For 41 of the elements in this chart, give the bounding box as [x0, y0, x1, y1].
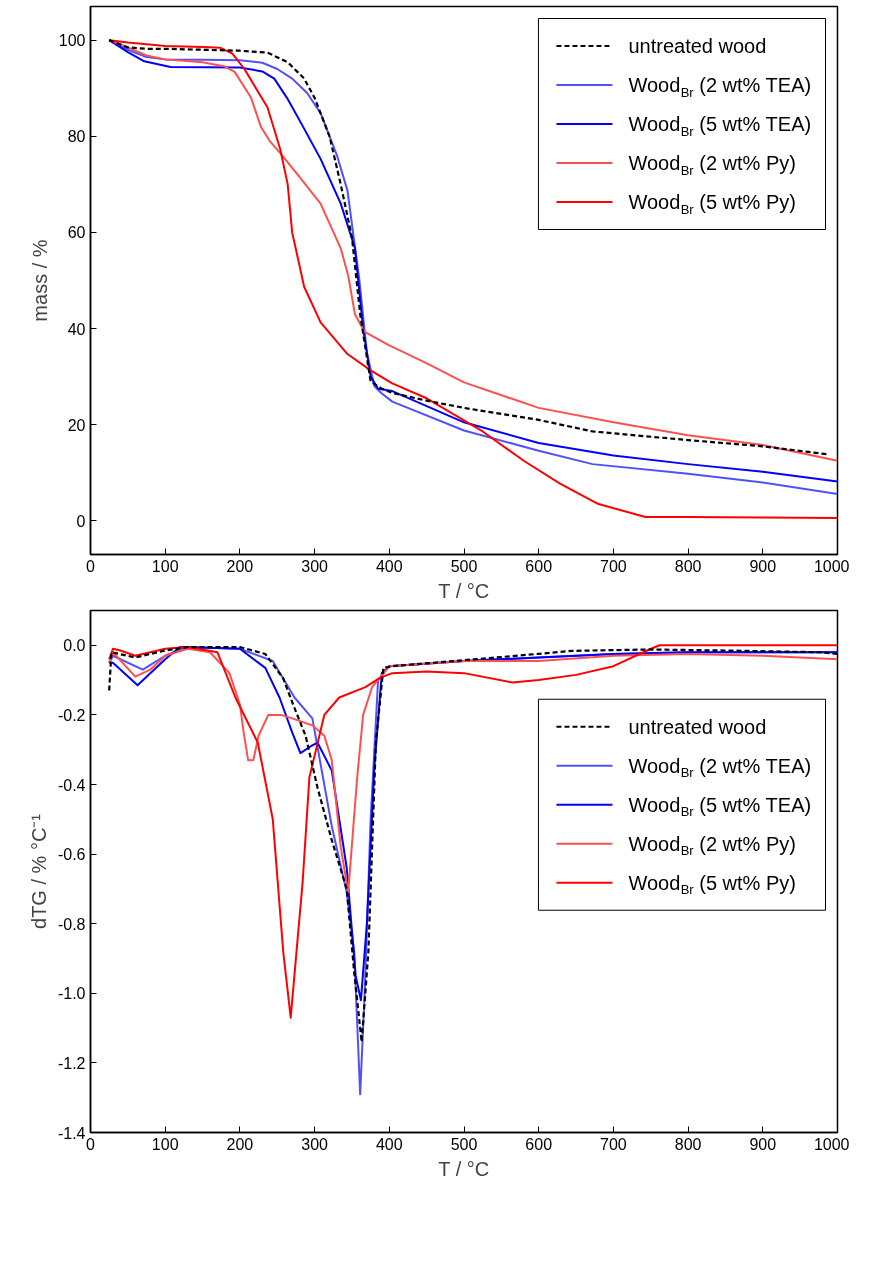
x-axis-title: T / °C [438, 1157, 490, 1180]
y-tick-label: 40 [67, 320, 86, 338]
y-axis-title: dTG / % °C⁻¹ [27, 813, 50, 929]
y-tick-label: 20 [67, 416, 86, 434]
x-tick-label: 300 [301, 1135, 329, 1153]
x-tick-label: 600 [525, 557, 553, 575]
y-axis-title: mass / % [28, 239, 51, 322]
x-tick-label: 500 [450, 557, 478, 575]
x-tick-label: 800 [674, 1135, 702, 1153]
y-tick-label: -0.2 [57, 706, 86, 724]
x-tick-label: 400 [375, 1135, 403, 1153]
y-tick-label: 0 [76, 512, 86, 530]
x-tick-label: 600 [525, 1135, 553, 1153]
x-tick-label: 700 [600, 557, 627, 575]
legend-label: untreated wood [628, 715, 767, 738]
y-tick-label: 100 [58, 32, 86, 50]
y-tick-label: -0.6 [57, 846, 86, 864]
x-tick-label: 300 [301, 557, 329, 575]
x-tick-label: 200 [226, 557, 254, 575]
x-tick-label: 1000 [813, 1135, 850, 1153]
y-tick-label: -1.2 [57, 1054, 86, 1072]
x-tick-label: 800 [674, 557, 702, 575]
y-tick-label: -0.4 [57, 776, 86, 794]
x-tick-label: 700 [600, 1135, 627, 1153]
x-tick-label: 100 [151, 557, 179, 575]
y-tick-label: 80 [67, 128, 86, 146]
x-tick-label: 1000 [813, 557, 850, 575]
x-tick-label: 400 [375, 557, 403, 575]
y-tick-label: 0.0 [63, 637, 86, 655]
y-tick-label: -1.0 [57, 985, 86, 1003]
y-tick-label: -1.4 [57, 1124, 86, 1142]
x-tick-label: 100 [151, 1135, 179, 1153]
x-tick-label: 500 [450, 1135, 478, 1153]
legend-label: untreated wood [628, 35, 767, 57]
x-tick-label: 900 [749, 557, 777, 575]
y-tick-label: 60 [67, 224, 86, 242]
x-tick-label: 900 [749, 1135, 777, 1153]
x-axis-title: T / °C [438, 579, 490, 602]
x-tick-label: 200 [226, 1135, 254, 1153]
y-tick-label: -0.8 [57, 915, 86, 933]
line-series [108, 647, 838, 894]
